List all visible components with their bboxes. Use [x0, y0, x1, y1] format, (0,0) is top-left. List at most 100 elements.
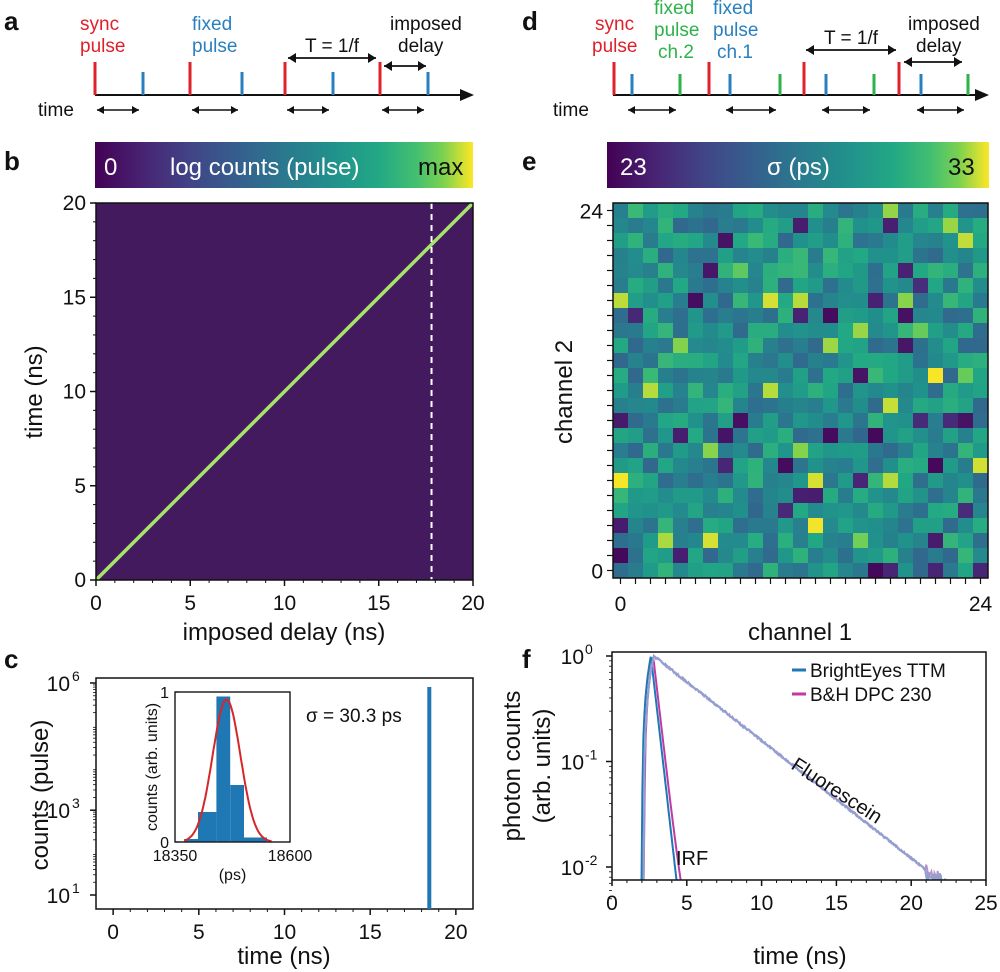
matrix-cell — [628, 488, 644, 504]
matrix-cell — [868, 488, 884, 504]
matrix-cell — [943, 563, 959, 579]
matrix-cell — [823, 248, 839, 264]
matrix-cell — [718, 338, 734, 354]
matrix-cell — [703, 278, 719, 294]
matrix-cell — [838, 353, 854, 369]
matrix-cell — [883, 443, 899, 459]
matrix-cell — [853, 533, 869, 549]
matrix-cell — [748, 398, 764, 414]
matrix-cell — [928, 203, 944, 219]
matrix-cell — [613, 248, 629, 264]
matrix-cell — [808, 428, 824, 444]
matrix-cell — [688, 413, 704, 429]
matrix-cell — [913, 488, 929, 504]
matrix-cell — [643, 233, 659, 249]
matrix-cell — [643, 563, 659, 579]
inset-bar-0 — [184, 839, 198, 842]
matrix-cell — [628, 353, 644, 369]
matrix-cell — [643, 248, 659, 264]
matrix-cell — [838, 308, 854, 324]
matrix-cell — [658, 233, 674, 249]
matrix-cell — [718, 248, 734, 264]
matrix-cell — [913, 293, 929, 309]
matrix-cell — [973, 458, 989, 474]
matrix-cell — [763, 518, 779, 534]
matrix-cell — [748, 563, 764, 579]
matrix-cell — [628, 308, 644, 324]
matrix-cell — [943, 218, 959, 234]
matrix-cell — [733, 563, 749, 579]
e-xtick-label-0: 0 — [615, 593, 627, 616]
matrix-cell — [973, 488, 989, 504]
matrix-cell — [793, 368, 809, 384]
irf-annotation: IRF — [676, 848, 708, 870]
matrix-cell — [868, 563, 884, 579]
matrix-cell — [958, 233, 974, 249]
matrix-cell — [673, 383, 689, 399]
matrix-cell — [643, 398, 659, 414]
legend-f: BrightEyes TTM B&H DPC 230 — [792, 661, 946, 706]
delay-label-a-line2: delay — [398, 36, 444, 57]
ch2-label-d-line1: fixed — [654, 0, 694, 19]
matrix-cell — [763, 308, 779, 324]
matrix-cell — [898, 473, 914, 489]
ch2-label-d: fixed pulse ch.2 — [654, 0, 705, 63]
matrix-cell — [763, 368, 779, 384]
matrix-cell — [883, 263, 899, 279]
matrix-cell — [943, 383, 959, 399]
matrix-cell — [733, 398, 749, 414]
matrix-cell — [763, 473, 779, 489]
matrix-cell — [973, 218, 989, 234]
matrix-cell — [808, 443, 824, 459]
matrix-cell — [613, 413, 629, 429]
panel-label-d: d — [522, 6, 538, 36]
matrix-cell — [703, 428, 719, 444]
matrix-cell — [853, 458, 869, 474]
matrix-cell — [883, 383, 899, 399]
ch1-label-d-line2: pulse — [713, 20, 758, 41]
matrix-cell — [733, 548, 749, 564]
matrix-cell — [853, 338, 869, 354]
b-xtick-label-10: 10 — [273, 592, 296, 615]
delay-arrow-a-left-1 — [192, 106, 199, 114]
b-xtick-label-15: 15 — [367, 592, 390, 615]
matrix-cell — [808, 548, 824, 564]
matrix-cell — [748, 443, 764, 459]
matrix-cell — [778, 203, 794, 219]
matrix-cell — [643, 443, 659, 459]
matrix-cell — [658, 488, 674, 504]
matrix-cell — [778, 428, 794, 444]
matrix-cell — [673, 428, 689, 444]
matrix-cell — [628, 218, 644, 234]
heatmap-b-diagonal-trace — [94, 201, 475, 582]
matrix-cell — [958, 518, 974, 534]
decay-f-ylabel-1: photon counts — [499, 691, 526, 842]
matrix-cell — [868, 293, 884, 309]
matrix-cell — [928, 323, 944, 339]
matrix-cell — [958, 398, 974, 414]
matrix-cell — [973, 563, 989, 579]
matrix-cell — [823, 368, 839, 384]
matrix-cell — [643, 368, 659, 384]
matrix-cell — [628, 203, 644, 219]
matrix-cell — [778, 398, 794, 414]
matrix-cell — [808, 353, 824, 369]
matrix-cell — [778, 263, 794, 279]
matrix-cell — [748, 218, 764, 234]
colorbar-b-label: log counts (pulse) — [170, 154, 359, 181]
matrix-cell — [868, 218, 884, 234]
matrix-cell — [793, 503, 809, 519]
matrix-cell — [748, 383, 764, 399]
matrix-cell — [703, 203, 719, 219]
delay-arrow-a-right-3 — [417, 106, 424, 114]
matrix-cell — [883, 338, 899, 354]
matrix-cell — [793, 518, 809, 534]
matrix-cell — [823, 488, 839, 504]
matrix-cell — [913, 473, 929, 489]
colorbar-e-max: 33 — [948, 154, 975, 181]
matrix-cell — [733, 533, 749, 549]
panel-label-b: b — [4, 146, 20, 176]
matrix-cell — [838, 203, 854, 219]
matrix-cell — [733, 428, 749, 444]
matrix-cell — [958, 563, 974, 579]
